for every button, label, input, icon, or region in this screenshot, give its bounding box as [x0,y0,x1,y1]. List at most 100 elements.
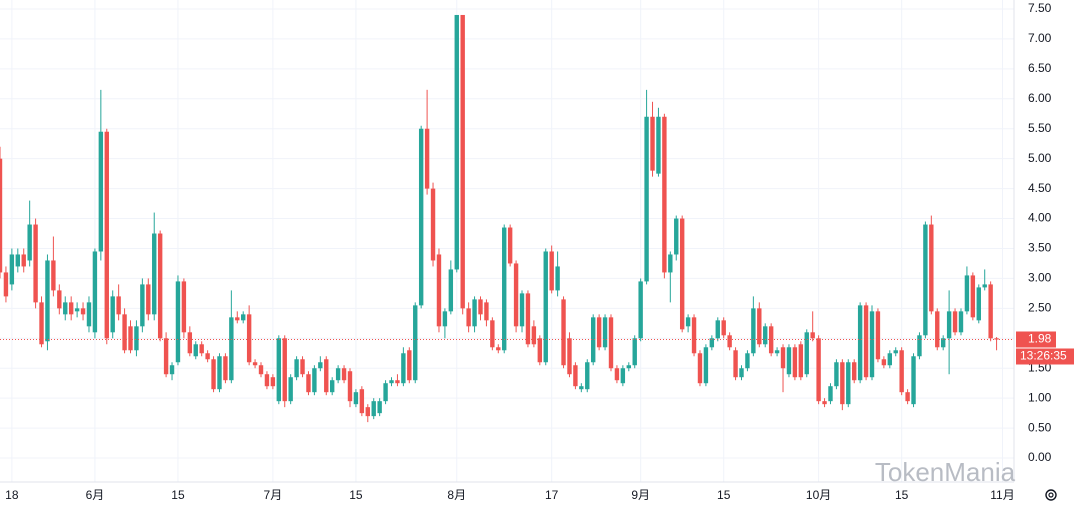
last-price-box [1016,331,1056,348]
y-tick-label: 4.50 [1028,181,1052,195]
candle-body [786,347,792,375]
candle-body [92,251,98,333]
candle-body [252,362,258,366]
candle-body [727,335,732,348]
candle-body [0,158,3,273]
candle-body [525,293,531,345]
candle-body [454,14,459,270]
candle-body [264,374,270,387]
y-tick-label: 5.00 [1028,151,1052,165]
candle-body [15,254,20,267]
candle-body [549,251,554,291]
watermark: TokenMania [875,457,1016,487]
candle-body [567,338,572,375]
candle-body [502,227,507,351]
candle-body [899,350,904,393]
candle-body [258,365,264,375]
candle-body [57,290,62,309]
candle-body [614,368,620,381]
candle-body [757,308,762,345]
candle-body [448,269,454,312]
x-tick-label: 9月 [631,488,650,502]
candle-body [365,407,370,417]
y-tick-label: 6.50 [1028,61,1052,75]
candle-body [371,401,376,417]
candle-body [187,332,193,354]
candle-body [929,224,934,312]
candle-body [163,338,169,375]
candle-body [217,356,222,390]
candle-body [644,116,649,282]
candle-body [276,338,282,402]
candle-body [51,260,56,291]
candle-body [235,317,240,321]
y-tick-label: 0.00 [1028,450,1052,464]
candle-body [395,380,400,384]
candle-body [134,326,139,351]
candle-body [229,317,234,381]
candle-body [988,284,993,339]
candle-body [828,386,833,402]
candle-body [917,335,922,357]
y-tick-label: 0.50 [1028,420,1052,434]
candle-body [911,356,916,405]
candle-body [377,401,382,414]
candle-body [881,359,887,366]
candle-body [691,317,697,354]
candle-body [424,128,430,189]
candle-body [223,356,228,381]
candle-body [537,338,543,363]
candle-body [436,254,442,327]
candle-body [905,392,910,402]
candle-body [780,347,786,369]
candle-body [834,362,839,387]
x-tick-label: 8月 [447,488,466,502]
candle-body [964,275,970,312]
candle-body [585,362,590,390]
candle-body [935,311,940,348]
candle-body [745,353,750,369]
candle-body [751,308,756,354]
candle-body [679,218,685,330]
candle-body [869,311,875,378]
candle-body [74,308,80,312]
candle-body [846,362,851,405]
candle-body [579,386,584,390]
candle-body [513,263,519,327]
candle-body [175,281,181,363]
candle-body [490,320,495,348]
candle-body [353,392,359,405]
candle-body [822,401,827,405]
candle-body [478,299,483,315]
settings-icon[interactable] [1045,489,1057,501]
candle-body [418,128,424,306]
candle-body [626,365,631,369]
candle-body [650,116,655,171]
candle-body [401,353,406,384]
candle-body [205,353,210,360]
candle-body [407,350,412,381]
candle-body [27,224,32,261]
candle-body [9,254,15,285]
y-tick-label: 2.50 [1028,301,1052,315]
candle-body [484,302,489,321]
candle-body [863,305,869,378]
candle-body [199,344,204,354]
y-tick-label: 7.50 [1028,1,1052,15]
candle-body [715,320,720,339]
candle-body [300,359,305,375]
candle-body [359,389,365,414]
x-tick-label: 15 [349,488,363,502]
candle-body [181,281,187,333]
candle-body [774,350,780,354]
candle-body [466,308,471,327]
candle-body [685,317,691,327]
candle-body [324,359,329,393]
candle-body [104,131,109,339]
candle-body [116,296,121,315]
x-tick-label: 18 [5,488,19,502]
candle-body [763,326,768,345]
candle-body [733,350,738,378]
candle-body [721,320,726,336]
